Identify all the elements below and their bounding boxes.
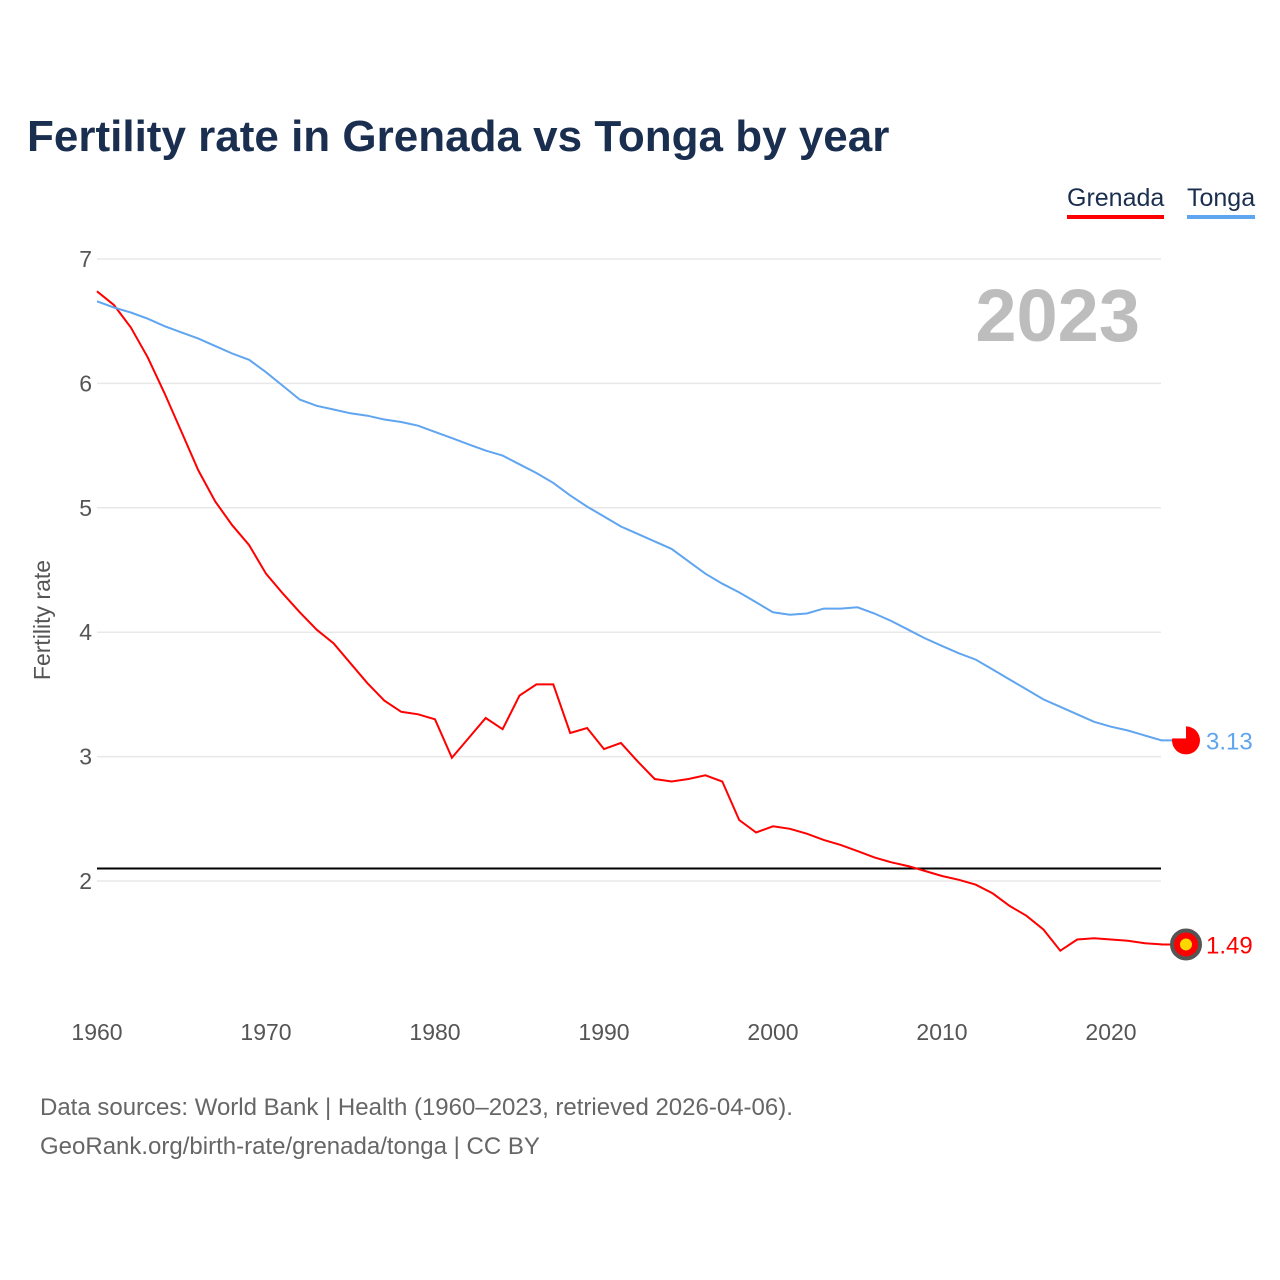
x-tick-label: 1970 bbox=[240, 1019, 291, 1045]
y-tick-label: 7 bbox=[79, 246, 92, 272]
legend-tonga[interactable]: Tonga bbox=[1187, 184, 1256, 219]
end-value-label: 3.13 bbox=[1206, 728, 1253, 755]
x-tick-label: 2010 bbox=[916, 1019, 967, 1045]
y-tick-label: 2 bbox=[79, 868, 92, 894]
x-tick-label: 1980 bbox=[409, 1019, 460, 1045]
x-tick-label: 1990 bbox=[578, 1019, 629, 1045]
series-line-grenada bbox=[96, 290, 1162, 953]
y-tick-label: 3 bbox=[79, 744, 92, 770]
source-line-2[interactable]: GeoRank.org/birth-rate/grenada/tonga | C… bbox=[40, 1133, 540, 1160]
year-watermark: 2023 bbox=[975, 274, 1140, 357]
source-note: Data sources: World Bank | Health (1960–… bbox=[40, 1088, 793, 1166]
x-tick-label: 1960 bbox=[71, 1019, 122, 1045]
x-tick-label: 2020 bbox=[1085, 1019, 1136, 1045]
series-line-tonga bbox=[96, 300, 1162, 742]
end-value-label: 1.49 bbox=[1206, 932, 1253, 959]
y-tick-label: 5 bbox=[79, 495, 92, 521]
grenada-flag-center bbox=[1180, 938, 1192, 951]
tonga-flag-canton bbox=[1172, 726, 1186, 739]
y-tick-label: 6 bbox=[79, 370, 92, 396]
x-tick-label: 2000 bbox=[747, 1019, 798, 1045]
y-axis-label: Fertility rate bbox=[29, 560, 55, 680]
source-line-1: Data sources: World Bank | Health (1960–… bbox=[40, 1094, 793, 1121]
legend-grenada[interactable]: Grenada bbox=[1067, 184, 1165, 219]
chart-title: Fertility rate in Grenada vs Tonga by ye… bbox=[27, 112, 890, 161]
y-tick-label: 4 bbox=[79, 619, 92, 645]
